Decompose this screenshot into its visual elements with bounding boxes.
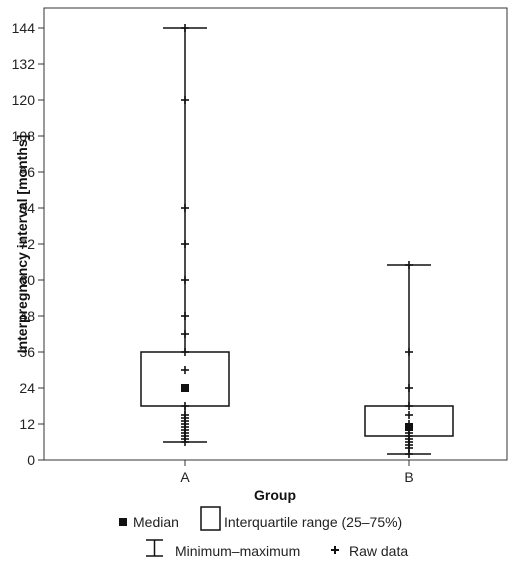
iqr-box	[140, 351, 230, 407]
plot-frame	[43, 7, 508, 461]
raw-data-point	[405, 402, 413, 410]
box-group-a	[140, 24, 230, 446]
y-tick-label: 60	[19, 272, 35, 288]
y-tick-label: 12	[19, 416, 35, 432]
raw-data-point	[181, 330, 189, 338]
legend-raw-label: Raw data	[349, 543, 408, 559]
raw-data-point	[181, 204, 189, 212]
raw-data-point	[181, 276, 189, 284]
raw-data-point	[181, 240, 189, 248]
y-tick-label: 36	[19, 344, 35, 360]
y-axis-ticks: 0 12 24 36 48 60 72 84 96 108 120 132 144	[12, 20, 44, 468]
legend-minmax-marker	[146, 539, 163, 557]
y-tick-label: 72	[19, 236, 35, 252]
raw-data-point	[405, 261, 413, 269]
x-tick-label: A	[180, 469, 190, 485]
raw-data-point	[181, 366, 189, 374]
median-marker	[181, 384, 189, 392]
raw-data-point	[181, 402, 189, 410]
y-tick-label: 48	[19, 308, 35, 324]
legend-iqr-marker	[200, 506, 221, 531]
x-tick-label: B	[404, 469, 413, 485]
box-group-b	[364, 261, 454, 458]
legend-minmax-label: Minimum–maximum	[175, 543, 300, 559]
raw-data-point	[181, 411, 189, 419]
raw-data-point	[181, 96, 189, 104]
legend-raw-marker	[331, 546, 339, 554]
box-series	[140, 24, 454, 458]
y-axis-title: Interpregnancy interval [months]	[14, 135, 30, 354]
y-tick-label: 24	[19, 380, 35, 396]
y-tick-label: 96	[19, 164, 35, 180]
raw-data-point	[405, 348, 413, 356]
raw-data-point	[405, 411, 413, 419]
raw-data-point	[181, 24, 189, 32]
y-tick-label: 120	[12, 92, 36, 108]
y-tick-label: 108	[12, 128, 36, 144]
legend-iqr-label: Interquartile range (25–75%)	[224, 514, 402, 530]
median-marker	[405, 423, 413, 431]
y-tick-label: 0	[27, 452, 35, 468]
plot-border	[43, 7, 508, 461]
raw-data-point	[181, 312, 189, 320]
raw-data-point	[405, 384, 413, 392]
raw-data-point	[181, 348, 189, 356]
legend-median-label: Median	[133, 514, 179, 530]
y-tick-label: 144	[12, 20, 36, 36]
legend-median-marker	[119, 518, 127, 526]
x-axis-title: Group	[254, 487, 296, 503]
y-tick-label: 84	[19, 200, 35, 216]
legend: Median Interquartile range (25–75%) Mini…	[119, 506, 408, 559]
y-tick-label: 132	[12, 56, 36, 72]
